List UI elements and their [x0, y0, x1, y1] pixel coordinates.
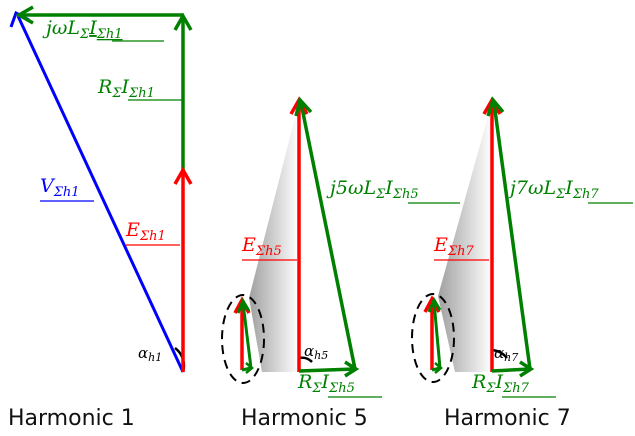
harmonic-7-inset-e-arrowhead — [423, 295, 441, 313]
harmonic-5-inset-r-vector — [241, 366, 252, 372]
r-sigma-h7-label: RΣIΣh7 — [471, 371, 530, 396]
harmonic-7-inset-ellipse — [411, 293, 455, 383]
r-sigma-h7-arrowhead — [519, 360, 535, 378]
r-sigma-h5-vector — [298, 367, 356, 373]
harmonic-7-shading — [438, 102, 492, 372]
harmonic-1-panel: jωLΣIΣh1 RΣIΣh1 VΣh1 EΣh1 αh1 Harmonic 1 — [8, 5, 193, 431]
e-sigma-h5-label: EΣh5 — [241, 234, 282, 259]
alpha-h5-label: αh5 — [304, 342, 328, 362]
e-sigma-h1-label: EΣh1 — [125, 219, 166, 244]
alpha-h1-label: αh1 — [138, 344, 162, 364]
harmonic-5-title: Harmonic 5 — [241, 406, 368, 431]
r-sigma-h1-label: RΣIΣh1 — [97, 76, 155, 101]
harmonic-5-inset-r-arrowhead — [245, 362, 254, 374]
r-sigma-h5-arrowhead — [344, 360, 360, 378]
alpha-h7-label: αh7 — [494, 344, 518, 364]
jwl-sigma-h7-arrowhead — [486, 96, 505, 117]
r-sigma-h5-label: RΣIΣh5 — [297, 371, 355, 396]
harmonic-5-inset-jwl-arrowhead — [236, 297, 251, 314]
jwl-sigma-h7-label: j7ωLΣIΣh7 — [506, 177, 599, 202]
harmonic-7-title: Harmonic 7 — [444, 406, 571, 431]
jwl-sigma-h7-vector — [492, 102, 532, 370]
e-sigma-h1-arrowhead — [173, 166, 193, 185]
harmonic-5-panel: j5ωLΣIΣh5 EΣh5 αh5 RΣIΣh5 Harmonic 5 — [221, 96, 460, 431]
e-sigma-h7-label: EΣh7 — [433, 234, 474, 259]
harmonic-5-shading — [249, 102, 299, 372]
harmonic-7-inset-r-arrowhead — [434, 362, 443, 374]
jwl-sigma-h5-vector — [299, 102, 357, 370]
harmonic-7-inset — [411, 293, 455, 383]
harmonic-5-inset — [221, 294, 265, 384]
v-sigma-h1-vector — [16, 15, 185, 373]
harmonic-1-title: Harmonic 1 — [8, 406, 135, 431]
harmonic-7-inset-jwl-arrowhead — [427, 296, 442, 313]
harmonic-7-panel: j7ωLΣIΣh7 EΣh7 αh7 RΣIΣh7 Harmonic 7 — [411, 96, 633, 431]
harmonic-7-inset-jwl-vector — [432, 301, 442, 369]
jwl-sigma-h1-label: jωLΣIΣh1 — [42, 17, 123, 42]
harmonic-5-inset-jwl-vector — [241, 302, 253, 369]
harmonic-5-inset-ellipse — [221, 294, 265, 384]
v-sigma-h1-label: VΣh1 — [40, 175, 80, 200]
r-sigma-h7-vector — [491, 367, 531, 373]
jwl-sigma-h5-arrowhead — [294, 96, 313, 117]
jwl-sigma-h5-label: j5ωLΣIΣh5 — [326, 177, 419, 202]
jwl-sigma-h1-arrowhead — [15, 5, 34, 25]
